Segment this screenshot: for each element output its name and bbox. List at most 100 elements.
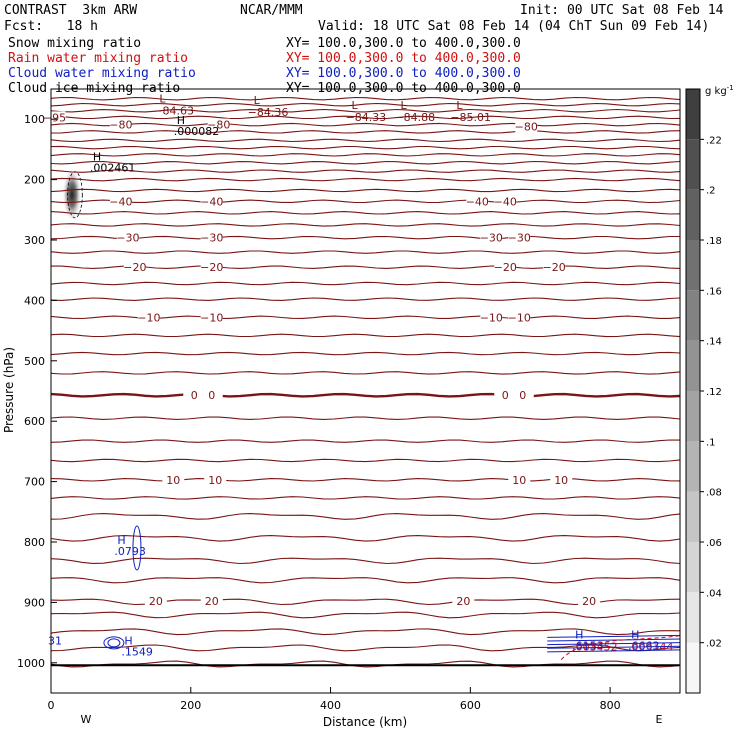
west-label: W (80, 713, 91, 726)
label-mask (550, 473, 573, 486)
isotherm-line (50, 392, 681, 398)
colorbar-segment (686, 189, 700, 240)
colorbar-tick-label: .2 (706, 186, 716, 197)
label-mask (200, 389, 223, 402)
isotherm-line (50, 478, 681, 482)
cloud-water-contour (547, 642, 681, 646)
colorbar-segment (686, 340, 700, 391)
isotherm-label: −10 (137, 311, 160, 324)
minimum-value: −84.88 (394, 111, 435, 124)
cloud-water-contour (107, 638, 121, 648)
minimum-value: −84.33 (346, 111, 387, 124)
maximum-value: 31 (48, 635, 62, 648)
isotherm-label: −80 (207, 119, 230, 132)
label-mask (183, 389, 206, 402)
cloud-water-contour (547, 634, 681, 638)
isotherm-line (50, 513, 681, 520)
label-mask (207, 118, 230, 131)
colorbar-tick-label: .12 (706, 387, 722, 398)
isotherm-line (50, 138, 681, 143)
isotherm-line (50, 223, 681, 227)
colorbar-tick-label: .06 (706, 538, 722, 549)
isotherm-label: 10 (208, 474, 222, 487)
colorbar-tick-label: .14 (706, 337, 722, 348)
isotherm-label: 0 (519, 389, 526, 402)
maximum-mark: H (631, 629, 639, 642)
isotherm-label: 10 (512, 474, 526, 487)
minimum-mark: L (254, 94, 261, 107)
colorbar-segment (686, 592, 700, 643)
x-tick-label: 600 (460, 699, 481, 712)
isotherm-line (50, 250, 681, 254)
isotherm-label: −30 (116, 232, 139, 245)
x-axis-label: Distance (km) (323, 715, 407, 729)
colorbar-tick-label: .08 (706, 488, 722, 499)
label-mask (137, 311, 160, 324)
label-mask (200, 231, 223, 244)
y-tick-label: 300 (24, 234, 45, 247)
valid-time: Valid: 18 UTC Sat 08 Feb 14 (04 ChT Sun … (318, 19, 710, 34)
minimum-mark: L (400, 99, 407, 112)
y-tick-label: 900 (24, 596, 45, 609)
minimum-mark: L (159, 92, 166, 105)
isotherm-line (50, 611, 681, 619)
isotherm-label: −20 (494, 261, 517, 274)
isotherm-label: 0 (191, 389, 198, 402)
maximum-mark: H (93, 150, 101, 163)
x-tick-label: 200 (180, 699, 201, 712)
isotherm-line (50, 153, 681, 157)
y-tick-label: 1000 (17, 657, 45, 670)
init-time: Init: 00 UTC Sat 08 Feb 14 (520, 3, 724, 18)
isotherm-label: −20 (543, 261, 566, 274)
model-title: CONTRAST 3km ARW (4, 3, 138, 18)
cloud-water-contour (547, 649, 681, 653)
isotherm-line (50, 102, 681, 107)
y-tick-label: 800 (24, 536, 45, 549)
colorbar-segment (686, 240, 700, 291)
isotherm-line (50, 211, 681, 215)
label-mask (452, 595, 475, 608)
label-mask (508, 311, 531, 324)
isotherm-label: −40 (494, 195, 517, 208)
label-mask (480, 311, 503, 324)
cloud-water-contour (547, 645, 681, 649)
rain-water-contour (560, 635, 681, 661)
isotherm-line (50, 660, 681, 668)
y-tick-label: 200 (24, 174, 45, 187)
isotherm-label: 0 (208, 389, 215, 402)
label-mask (109, 118, 132, 131)
label-mask (204, 473, 227, 486)
x-tick-label: 0 (48, 699, 55, 712)
isotherm-label: −10 (200, 311, 223, 324)
isotherm-line (51, 265, 681, 269)
isotherm-line (50, 351, 681, 356)
isotherm-label: −30 (200, 232, 223, 245)
isotherm-label: 0 (502, 389, 509, 402)
isotherm-line (50, 188, 681, 193)
label-mask (466, 195, 489, 208)
isotherm-label: −80 (109, 119, 132, 132)
isotherm-line (50, 496, 681, 500)
field-name-cloud-water: Cloud water mixing ratio (8, 66, 196, 81)
label-mask (200, 311, 223, 324)
label-mask (494, 389, 517, 402)
field-xy-snow: XY= 100.0,300.0 to 400.0,300.0 (286, 36, 521, 51)
y-tick-label: 400 (24, 294, 45, 307)
isotherm-label: −95 (43, 111, 66, 124)
colorbar-segment (686, 391, 700, 442)
isotherm-label: −10 (508, 311, 531, 324)
isotherm-label: −40 (109, 195, 132, 208)
field-name-snow: Snow mixing ratio (8, 36, 142, 51)
colorbar-segment (686, 441, 700, 492)
isotherm-label: −80 (515, 120, 538, 133)
y-tick-label: 700 (24, 476, 45, 489)
label-mask (200, 195, 223, 208)
y-tick-label: 500 (24, 355, 45, 368)
isotherm-line (50, 281, 681, 286)
isotherm-line (50, 169, 681, 173)
label-mask (508, 473, 531, 486)
colorbar-segment (686, 542, 700, 593)
maximum-value: .000082 (174, 125, 220, 138)
label-mask (123, 261, 146, 274)
